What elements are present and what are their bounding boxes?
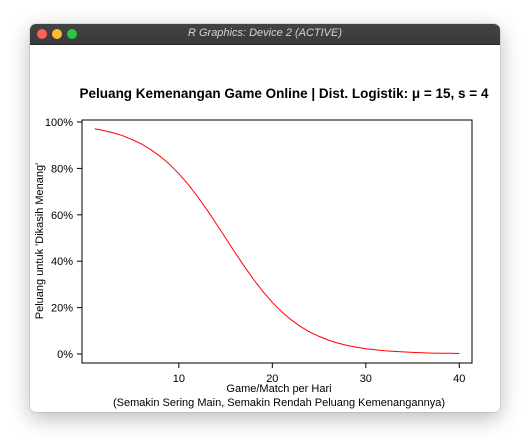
y-tick-label: 80% <box>51 163 73 175</box>
x-axis: 10 20 30 40 <box>173 363 465 385</box>
y-tick-label: 20% <box>51 303 73 315</box>
chart: Peluang Kemenangan Game Online | Dist. L… <box>34 86 489 409</box>
graphics-window: R Graphics: Device 2 (ACTIVE) Peluang Ke… <box>30 24 500 412</box>
plot-frame <box>81 119 473 364</box>
probability-curve <box>94 128 460 354</box>
y-tick-label: 60% <box>51 210 73 222</box>
maximize-button[interactable] <box>67 29 77 39</box>
x-tick-label: 30 <box>360 373 372 385</box>
x-axis-label: Game/Match per Hari <box>226 383 331 395</box>
x-tick-label: 10 <box>173 373 185 385</box>
y-tick-label: 40% <box>51 256 73 268</box>
x-axis-subtitle: (Semakin Sering Main, Semakin Rendah Pel… <box>113 397 445 409</box>
chart-title: Peluang Kemenangan Game Online | Dist. L… <box>80 86 489 101</box>
close-button[interactable] <box>37 29 47 39</box>
y-axis: 0% 20% 40% 60% 80% 100% <box>45 117 82 361</box>
y-tick-label: 0% <box>57 349 73 361</box>
x-tick-label: 40 <box>453 373 465 385</box>
y-tick-label: 100% <box>45 117 73 129</box>
window-title: R Graphics: Device 2 (ACTIVE) <box>187 27 343 39</box>
window-titlebar[interactable]: R Graphics: Device 2 (ACTIVE) <box>30 24 500 45</box>
x-tick-label: 20 <box>266 373 278 385</box>
minimize-button[interactable] <box>52 29 62 39</box>
y-axis-label: Peluang untuk 'Dikasih Menang' <box>34 163 46 319</box>
